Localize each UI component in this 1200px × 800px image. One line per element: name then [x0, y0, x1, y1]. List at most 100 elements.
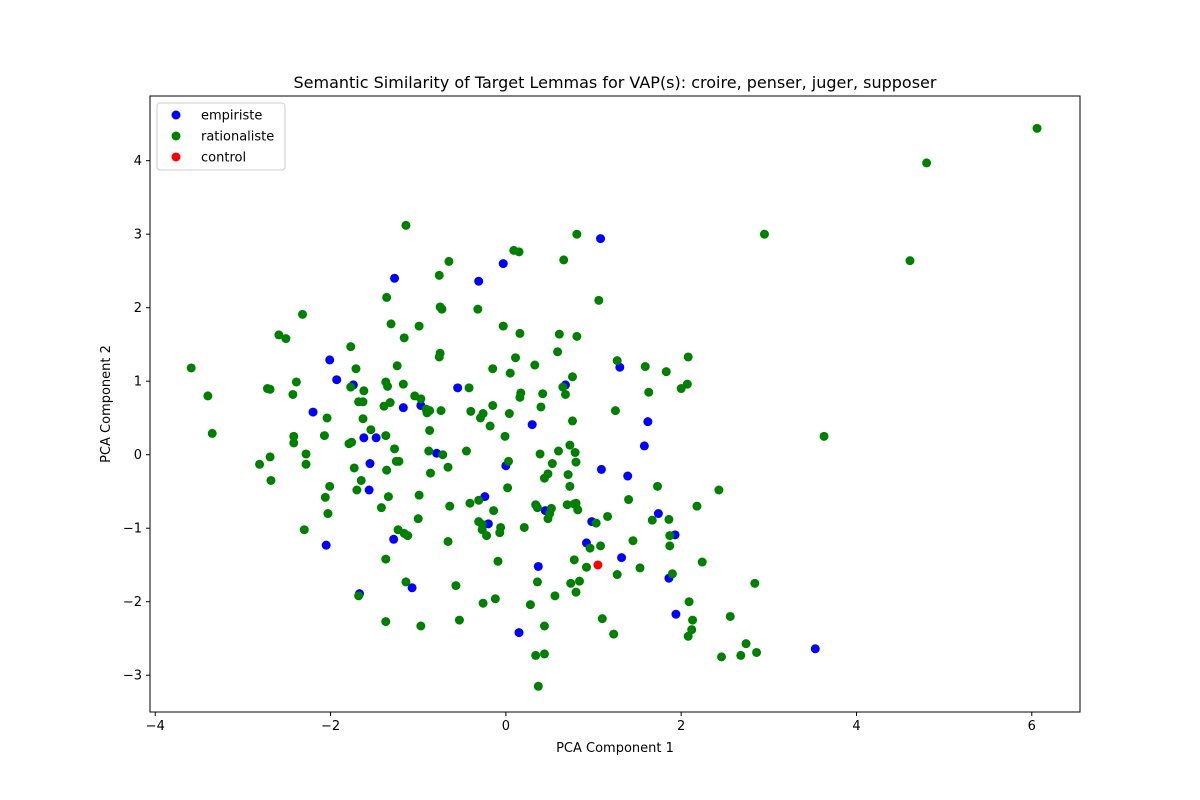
points-layer: [186, 123, 1042, 691]
rationaliste-point: [424, 446, 434, 456]
rationaliste-point: [288, 389, 298, 399]
rationaliste-point: [346, 342, 356, 352]
rationaliste-point: [582, 562, 592, 572]
rationaliste-point: [572, 229, 582, 239]
rationaliste-point: [444, 256, 454, 266]
rationaliste-point: [438, 450, 448, 460]
rationaliste-point: [291, 377, 301, 387]
rationaliste-point: [539, 473, 549, 483]
rationaliste-point: [750, 578, 760, 588]
empiriste-point: [365, 459, 375, 469]
rationaliste-point: [515, 328, 525, 338]
empiriste-point: [390, 273, 400, 283]
rationaliste-point: [255, 459, 265, 469]
empiriste-point: [332, 375, 342, 385]
legend-marker-empiriste: [171, 110, 181, 120]
rationaliste-point: [567, 416, 577, 426]
rationaliste-point: [376, 503, 386, 513]
rationaliste-point: [640, 362, 650, 372]
rationaliste-point: [610, 406, 620, 416]
rationaliste-point: [819, 431, 829, 441]
rationaliste-point: [478, 598, 488, 608]
rationaliste-point: [717, 652, 726, 662]
rationaliste-point: [401, 577, 411, 587]
rationaliste-point: [351, 364, 361, 374]
rationaliste-point: [319, 431, 329, 441]
legend-label-control: control: [201, 151, 246, 166]
rationaliste-point: [381, 617, 391, 627]
legend-marker-rationaliste: [171, 131, 181, 141]
rationaliste-point: [416, 621, 426, 631]
y-tick-label: −2: [123, 595, 142, 610]
rationaliste-point: [571, 457, 581, 467]
rationaliste-point: [573, 505, 583, 515]
empiriste-point: [643, 417, 653, 427]
rationaliste-point: [495, 528, 505, 538]
rationaliste-point: [383, 381, 393, 391]
empiriste-point: [389, 534, 399, 544]
rationaliste-point: [490, 594, 500, 604]
rationaliste-point: [1032, 123, 1042, 133]
empiriste-point: [453, 383, 463, 393]
rationaliste-point: [394, 456, 404, 466]
rationaliste-point: [554, 329, 564, 339]
empiriste-point: [596, 464, 606, 474]
rationaliste-point: [325, 481, 335, 491]
rationaliste-point: [624, 495, 634, 505]
rationaliste-point: [697, 557, 707, 567]
rationaliste-point: [203, 391, 213, 401]
rationaliste-point: [207, 428, 217, 438]
rationaliste-point: [488, 364, 498, 374]
rationaliste-point: [594, 295, 604, 305]
y-tick-label: 3: [134, 228, 142, 243]
rationaliste-point: [437, 304, 447, 314]
x-tick-label: 4: [852, 719, 860, 734]
empiriste-point: [617, 553, 627, 563]
rationaliste-point: [434, 270, 444, 280]
rationaliste-point: [515, 392, 525, 402]
rationaliste-point: [390, 444, 400, 454]
rationaliste-point: [585, 543, 595, 553]
rationaliste-point: [349, 463, 359, 473]
empiriste-point: [527, 420, 537, 430]
rationaliste-point: [562, 500, 572, 510]
y-tick-label: 4: [134, 154, 142, 169]
y-tick-label: −3: [123, 669, 142, 684]
rationaliste-point: [454, 615, 464, 625]
x-tick-label: 6: [1028, 719, 1036, 734]
rationaliste-point: [358, 397, 368, 407]
rationaliste-point: [434, 352, 444, 362]
rationaliste-point: [414, 321, 424, 331]
rationaliste-point: [298, 309, 308, 319]
rationaliste-point: [539, 621, 549, 631]
empiriste-point: [325, 355, 335, 365]
empiriste-point: [308, 407, 318, 417]
rationaliste-point: [519, 522, 529, 532]
rationaliste-point: [382, 465, 392, 475]
rationaliste-point: [422, 408, 432, 418]
rationaliste-point: [443, 462, 453, 472]
rationaliste-point: [281, 334, 291, 344]
rationaliste-point: [558, 382, 568, 392]
y-tick-label: 2: [134, 301, 142, 316]
rationaliste-point: [665, 541, 675, 551]
rationaliste-point: [485, 421, 495, 431]
x-tick-label: −2: [321, 719, 340, 734]
rationaliste-point: [445, 501, 455, 511]
legend-label-rationaliste: rationaliste: [201, 130, 274, 145]
rationaliste-point: [676, 384, 686, 394]
empiriste-point: [407, 583, 417, 593]
rationaliste-point: [425, 425, 435, 435]
rationaliste-point: [511, 353, 521, 363]
rationaliste-point: [635, 563, 645, 573]
rationaliste-point: [505, 368, 515, 378]
rationaliste-point: [451, 581, 461, 591]
rationaliste-point: [603, 511, 613, 521]
rationaliste-point: [597, 614, 607, 624]
rationaliste-point: [609, 629, 619, 639]
rationaliste-point: [414, 490, 424, 500]
rationaliste-point: [569, 555, 579, 565]
rationaliste-point: [488, 400, 498, 410]
rationaliste-point: [266, 475, 276, 485]
rationaliste-point: [464, 383, 474, 393]
